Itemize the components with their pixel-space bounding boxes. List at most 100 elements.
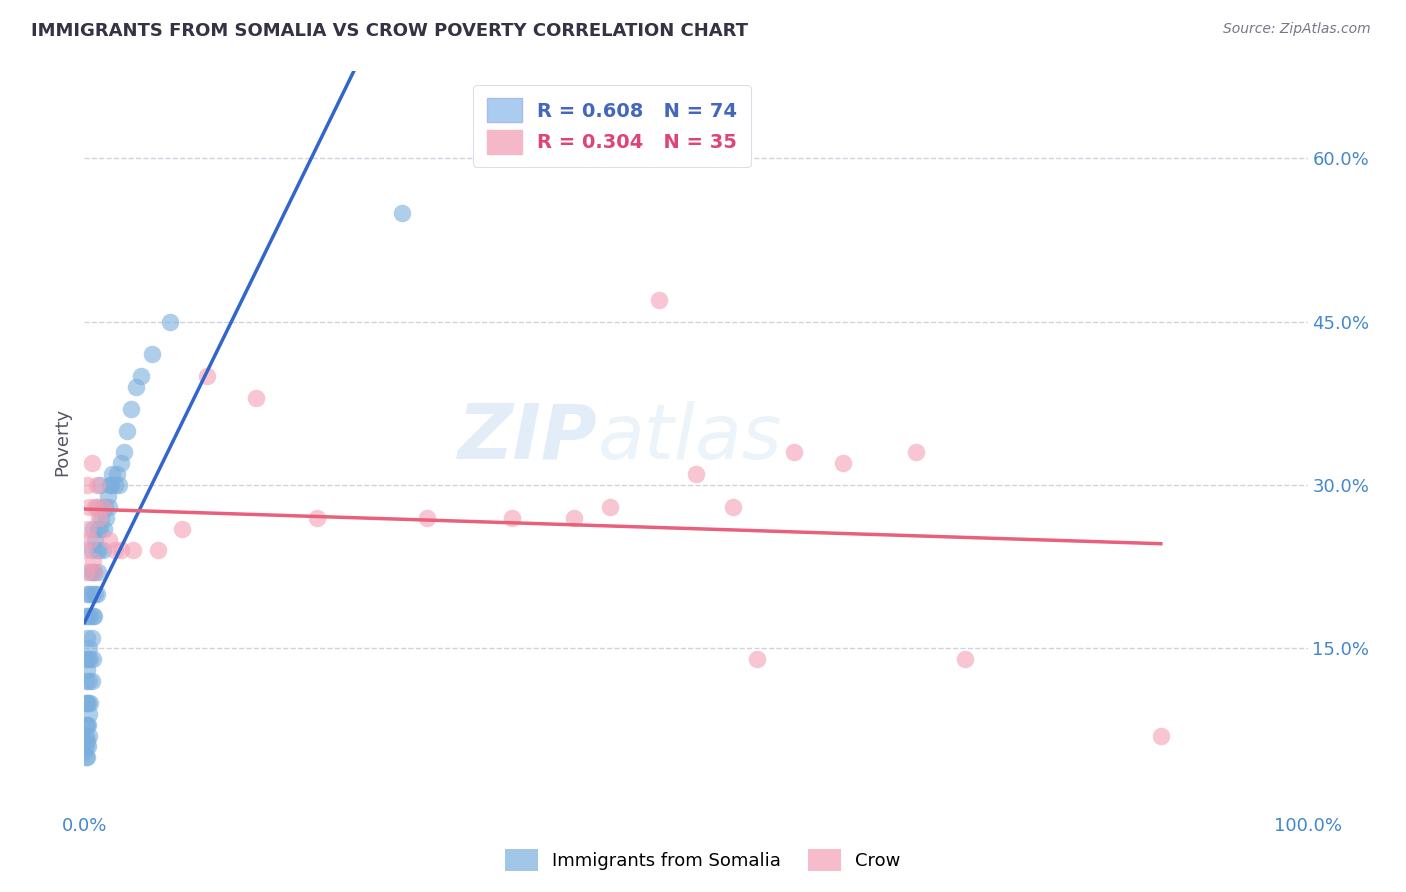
- Point: [195, 369, 218, 384]
- Point: [75, 674, 97, 689]
- Point: [80, 543, 103, 558]
- Point: [83, 565, 105, 579]
- Point: [86, 500, 108, 514]
- Point: [77, 696, 100, 710]
- Point: [82, 554, 104, 568]
- Point: [89, 522, 111, 536]
- Point: [77, 674, 100, 689]
- Point: [79, 608, 101, 623]
- Point: [80, 631, 103, 645]
- Point: [77, 522, 100, 536]
- Point: [599, 500, 621, 514]
- Point: [82, 652, 104, 666]
- Point: [110, 456, 132, 470]
- Point: [146, 543, 169, 558]
- Point: [120, 401, 142, 416]
- Point: [245, 391, 267, 405]
- Legend: Immigrants from Somalia, Crow: Immigrants from Somalia, Crow: [498, 842, 908, 879]
- Point: [76, 478, 98, 492]
- Point: [75, 739, 97, 754]
- Point: [172, 522, 194, 536]
- Point: [87, 565, 110, 579]
- Y-axis label: Poverty: Poverty: [53, 408, 72, 475]
- Point: [75, 729, 97, 743]
- Point: [104, 478, 127, 492]
- Point: [75, 750, 97, 764]
- Point: [77, 500, 100, 514]
- Point: [76, 734, 98, 748]
- Point: [82, 608, 104, 623]
- Point: [83, 565, 105, 579]
- Point: [84, 587, 107, 601]
- Point: [94, 500, 117, 514]
- Legend: R = 0.608   N = 74, R = 0.304   N = 35: R = 0.608 N = 74, R = 0.304 N = 35: [474, 85, 751, 167]
- Point: [77, 652, 100, 666]
- Point: [416, 510, 439, 524]
- Point: [112, 445, 135, 459]
- Text: Source: ZipAtlas.com: Source: ZipAtlas.com: [1223, 22, 1371, 37]
- Point: [831, 456, 853, 470]
- Point: [91, 543, 114, 558]
- Point: [79, 533, 101, 547]
- Point: [96, 510, 118, 524]
- Point: [129, 369, 152, 384]
- Point: [79, 565, 101, 579]
- Point: [86, 478, 108, 492]
- Point: [105, 467, 128, 482]
- Point: [73, 745, 96, 759]
- Point: [98, 478, 121, 492]
- Point: [82, 565, 104, 579]
- Point: [75, 652, 97, 666]
- Point: [305, 510, 328, 524]
- Point: [73, 543, 96, 558]
- Point: [747, 652, 769, 666]
- Point: [159, 315, 181, 329]
- Point: [75, 696, 97, 710]
- Point: [91, 500, 114, 514]
- Point: [107, 478, 129, 492]
- Point: [76, 696, 98, 710]
- Text: atlas: atlas: [598, 401, 783, 475]
- Point: [84, 500, 107, 514]
- Point: [80, 587, 103, 601]
- Point: [115, 424, 138, 438]
- Point: [1150, 729, 1173, 743]
- Point: [905, 445, 928, 459]
- Point: [75, 608, 97, 623]
- Point: [685, 467, 707, 482]
- Point: [86, 543, 108, 558]
- Point: [89, 478, 111, 492]
- Point: [76, 750, 98, 764]
- Point: [84, 533, 107, 547]
- Point: [104, 543, 127, 558]
- Point: [79, 696, 101, 710]
- Point: [75, 565, 97, 579]
- Point: [93, 522, 115, 536]
- Text: ZIP: ZIP: [458, 401, 598, 475]
- Point: [77, 641, 100, 656]
- Point: [86, 587, 108, 601]
- Point: [77, 706, 100, 721]
- Point: [82, 522, 104, 536]
- Point: [91, 500, 114, 514]
- Point: [77, 608, 100, 623]
- Point: [101, 467, 124, 482]
- Point: [80, 456, 103, 470]
- Point: [648, 293, 671, 307]
- Point: [391, 206, 413, 220]
- Point: [75, 717, 97, 731]
- Point: [77, 739, 100, 754]
- Point: [721, 500, 744, 514]
- Point: [562, 510, 585, 524]
- Point: [122, 543, 145, 558]
- Point: [76, 631, 98, 645]
- Point: [502, 510, 524, 524]
- Point: [783, 445, 806, 459]
- Point: [97, 500, 120, 514]
- Point: [77, 729, 100, 743]
- Point: [76, 663, 98, 677]
- Point: [141, 347, 163, 361]
- Point: [77, 717, 100, 731]
- Point: [87, 543, 110, 558]
- Point: [80, 674, 103, 689]
